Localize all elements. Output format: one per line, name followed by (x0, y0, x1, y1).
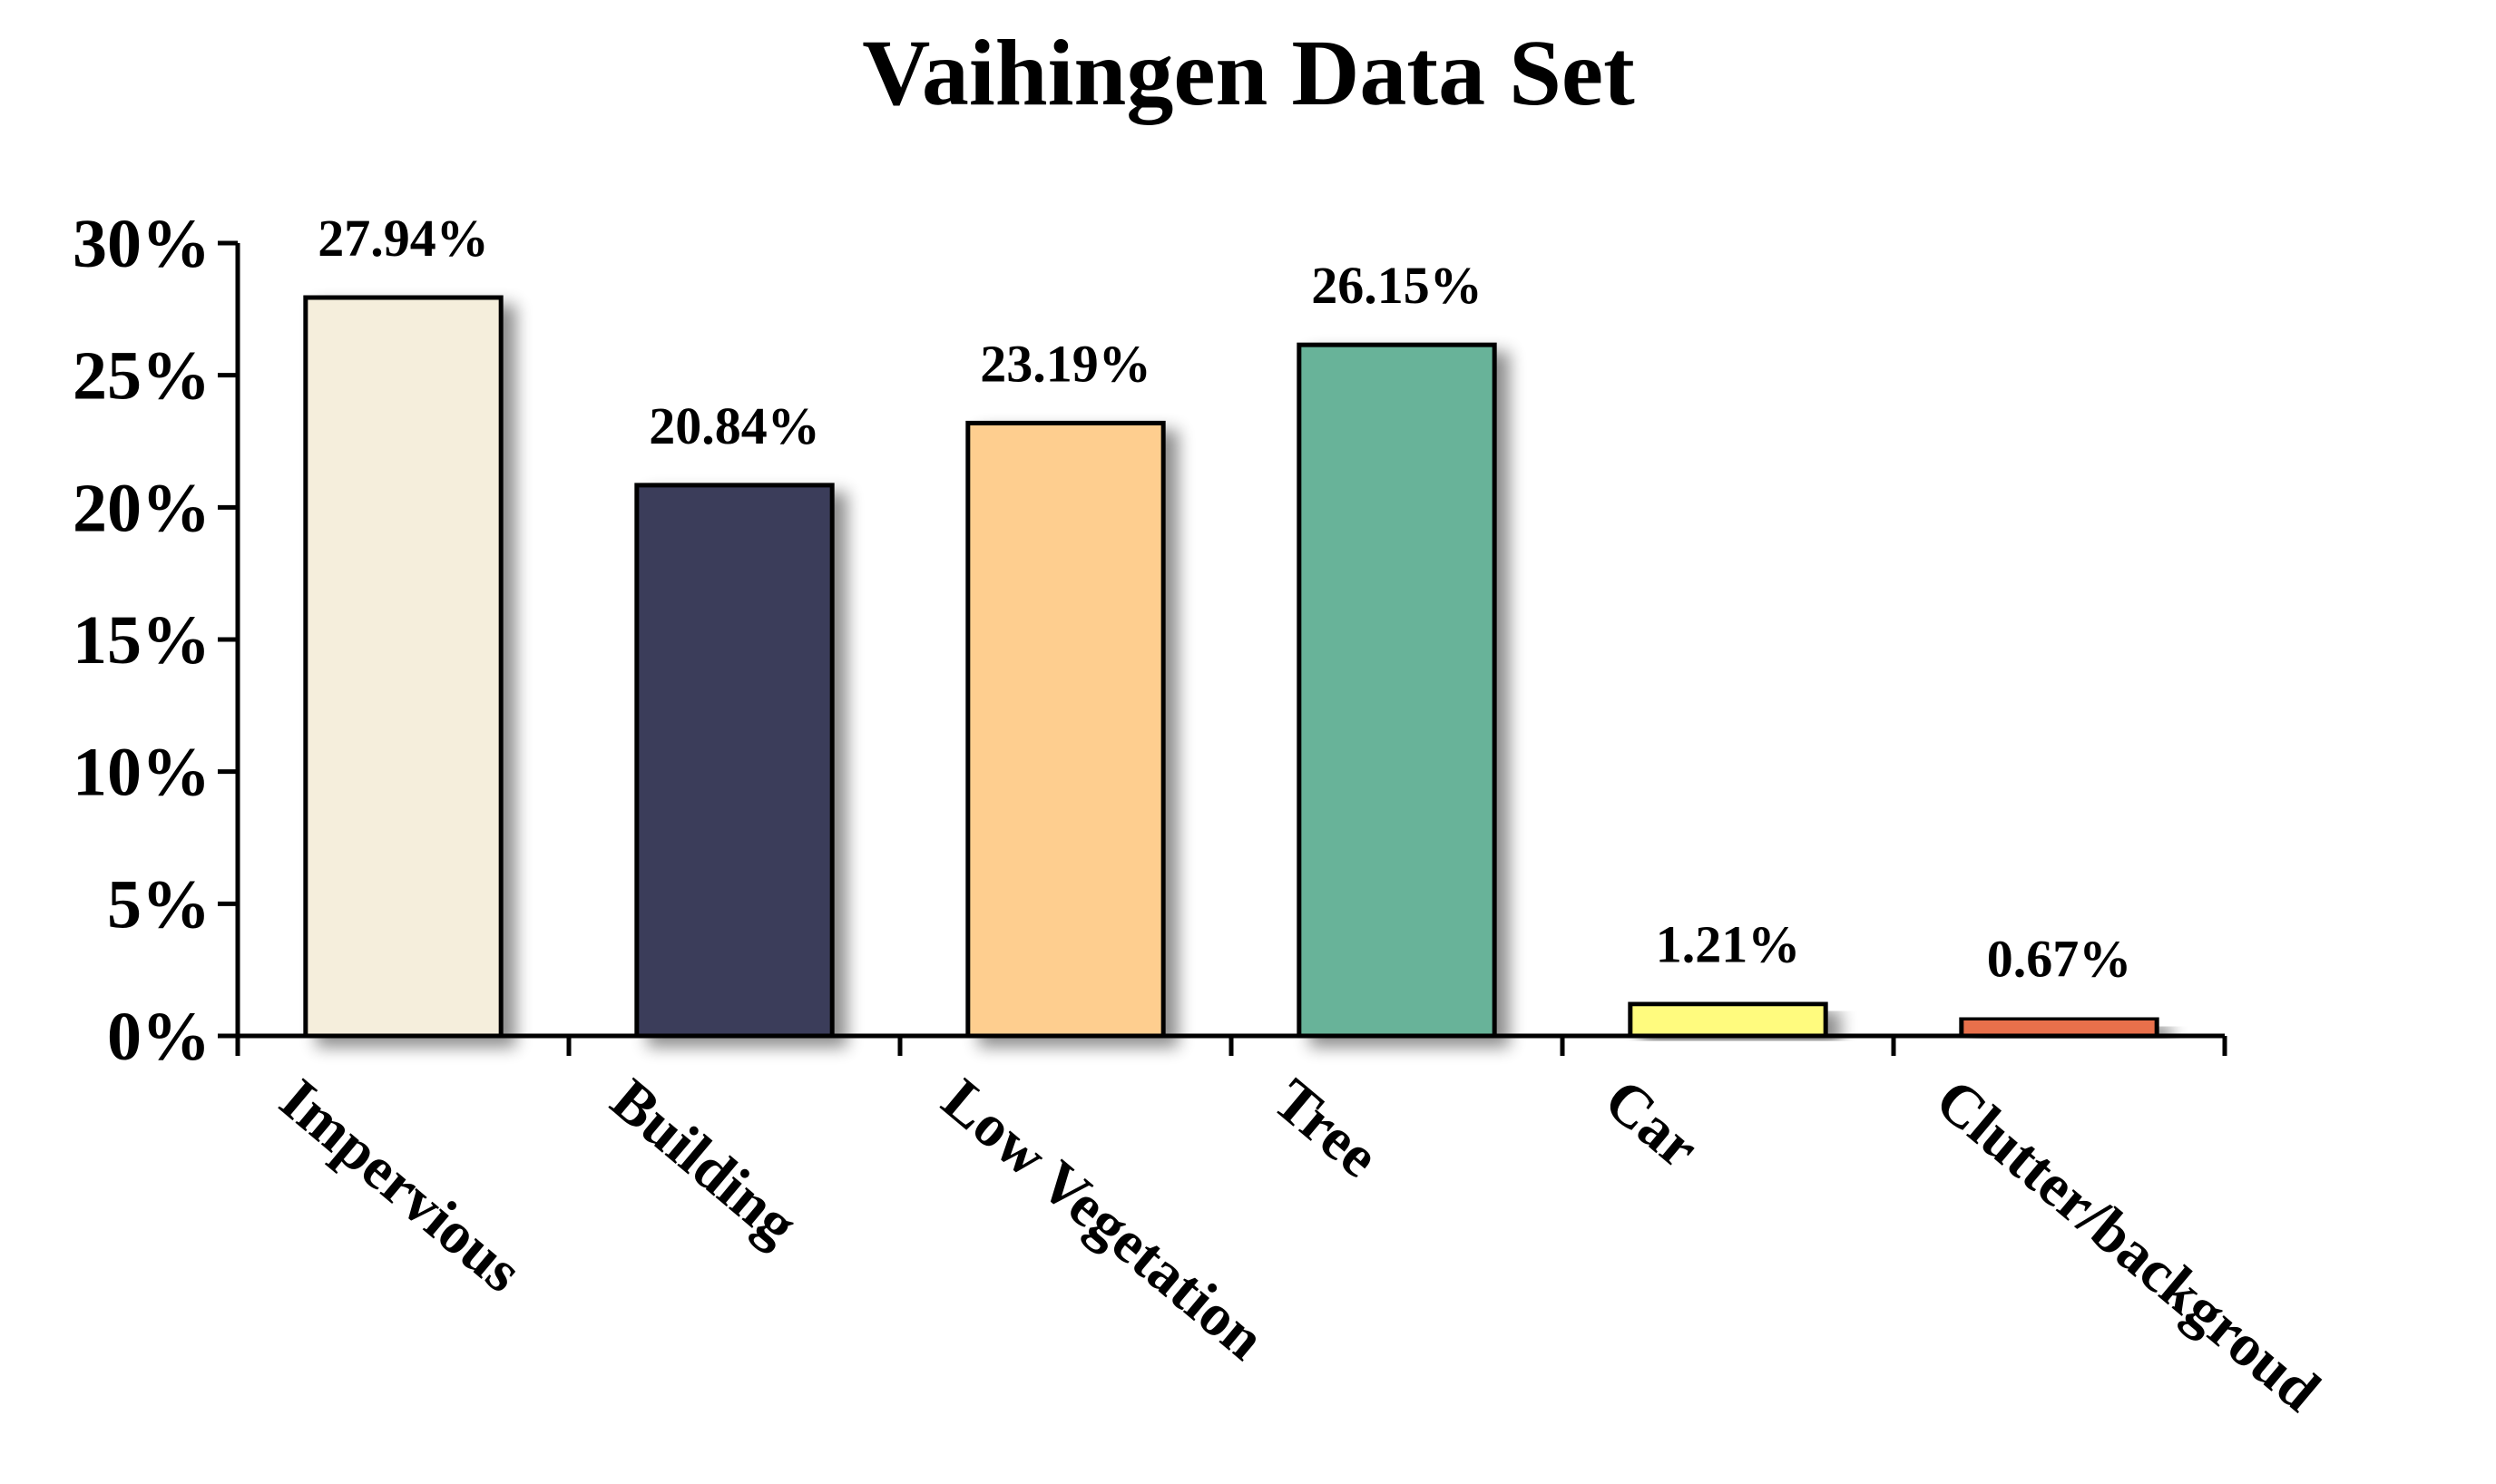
y-tick-label: 25% (73, 338, 210, 415)
y-tick-label: 0% (107, 999, 210, 1075)
x-tick-label: Low Vegetation (930, 1067, 1277, 1373)
x-tick-label: Tree (1261, 1067, 1391, 1191)
y-tick-label: 30% (73, 206, 210, 282)
bar (634, 483, 835, 1039)
bar (303, 295, 504, 1039)
y-axis: 0% 5% 10% 15% 20% 25% 30% (73, 206, 240, 1075)
y-tick-label: 10% (73, 735, 210, 811)
x-tick-label: Impervious (268, 1067, 534, 1305)
x-tick-label: Car (1592, 1067, 1711, 1182)
data-label: 20.84% (649, 396, 820, 455)
x-tick-label: Building (599, 1067, 809, 1259)
y-tick-label: 20% (73, 470, 210, 546)
y-tick-label: 15% (73, 602, 210, 679)
bar (1297, 342, 1497, 1039)
y-tick-label: 5% (107, 866, 210, 942)
bars-group: 27.94% 20.84% 23.19% 26.15% 1.21% 0.67% (303, 209, 2159, 1039)
bar (1959, 1015, 2159, 1039)
data-label: 0.67% (1987, 929, 2132, 988)
bar (965, 420, 1166, 1039)
data-label: 26.15% (1311, 256, 1483, 315)
data-label: 23.19% (980, 334, 1151, 393)
chart-title: Vaihingen Data Set (862, 21, 1635, 125)
data-label: 27.94% (318, 209, 489, 268)
data-label: 1.21% (1656, 915, 1801, 974)
bar (1628, 1001, 1828, 1039)
x-tick-label: Clutter/backgroud (1923, 1067, 2332, 1425)
